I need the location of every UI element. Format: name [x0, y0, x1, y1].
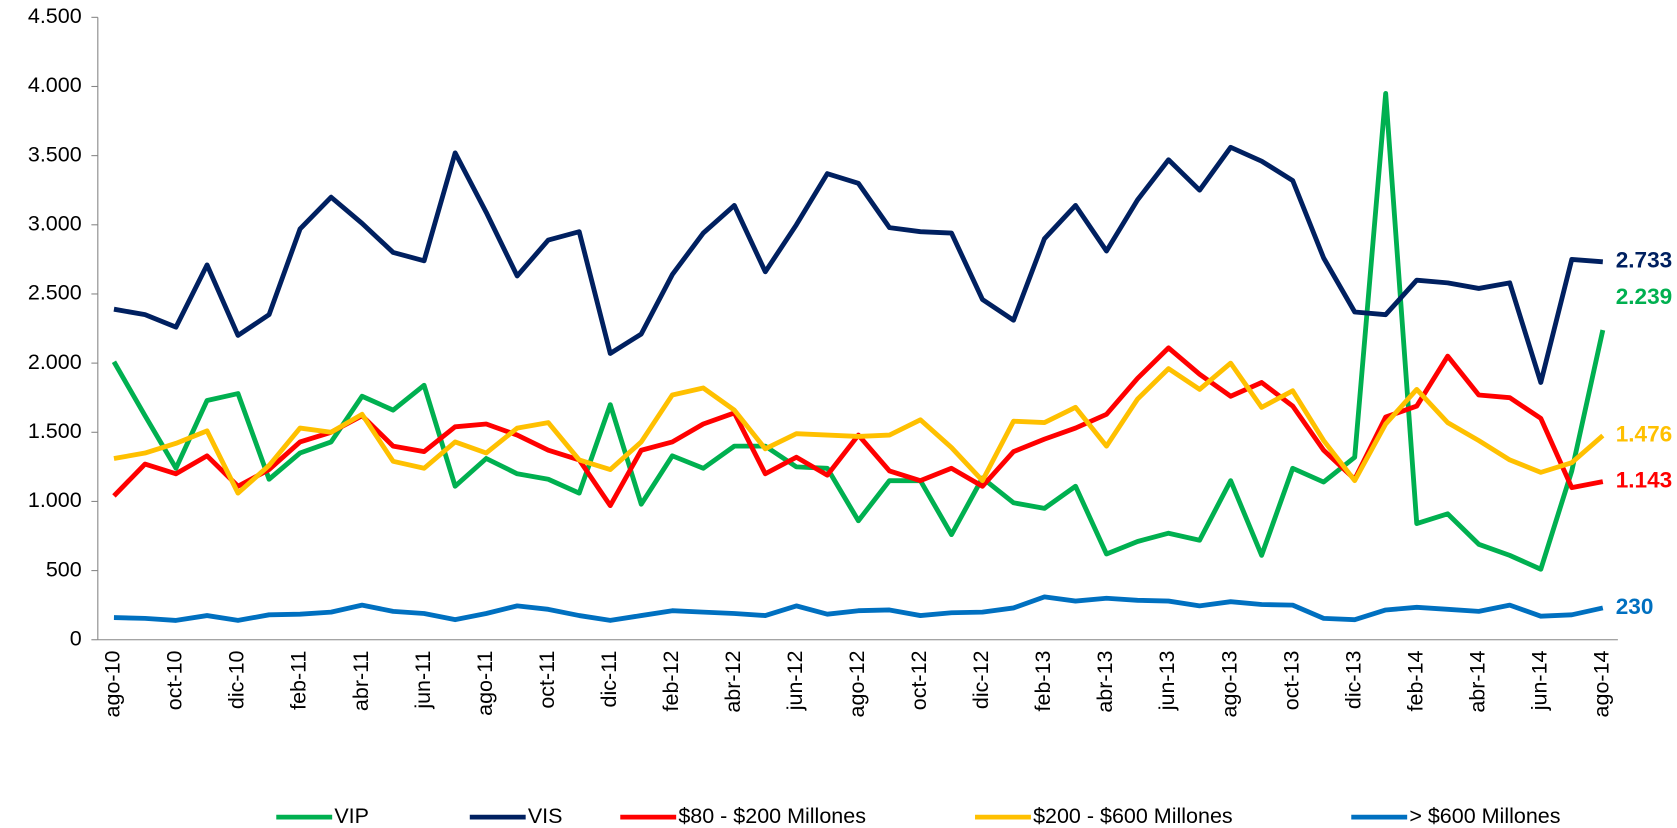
y-tick-label: 4.500	[28, 4, 82, 28]
x-tick-label: feb-13	[1031, 650, 1055, 711]
x-tick-label: oct-12	[907, 651, 931, 711]
legend-label: VIP	[334, 804, 369, 828]
x-tick-label: abr-14	[1465, 650, 1489, 712]
x-tick-label: abr-11	[349, 651, 373, 712]
y-tick-label: 2.500	[28, 281, 82, 305]
x-tick-label: dic-11	[597, 651, 621, 708]
legend-label: $200 - $600 Millones	[1033, 804, 1233, 828]
end-label: 1.476	[1616, 422, 1672, 447]
x-tick-label: dic-10	[225, 650, 249, 709]
series-line	[111, 91, 1606, 572]
y-tick-label: 4.000	[28, 73, 82, 97]
x-tick-label: dic-12	[969, 651, 993, 710]
x-tick-label: ago-14	[1589, 650, 1613, 717]
x-tick-label: ago-11	[473, 651, 497, 716]
x-tick-label: oct-10	[163, 650, 187, 710]
y-tick-label: 500	[46, 557, 82, 581]
x-tick-label: ago-10	[101, 650, 125, 717]
x-tick-label: feb-14	[1403, 650, 1427, 711]
end-label: 2.239	[1616, 284, 1672, 309]
x-tick-label: ago-12	[845, 651, 869, 718]
y-tick-label: 1.000	[28, 488, 82, 512]
x-tick-label: oct-13	[1279, 650, 1303, 710]
x-tick-label: ago-13	[1217, 650, 1241, 717]
x-tick-label: jun-14	[1527, 650, 1551, 711]
y-tick-label: 2.000	[28, 350, 82, 374]
x-tick-label: abr-13	[1093, 650, 1117, 712]
legend-label: $80 - $200 Millones	[678, 804, 866, 828]
x-tick-label: feb-11	[287, 651, 311, 710]
y-tick-label: 0	[70, 626, 82, 650]
series-line	[113, 594, 1604, 623]
y-tick-label: 3.500	[28, 142, 82, 166]
y-tick-label: 1.500	[28, 419, 82, 443]
legend-label: VIS	[528, 804, 563, 828]
y-tick-label: 3.000	[28, 211, 82, 235]
end-label: 230	[1616, 594, 1654, 619]
x-tick-label: oct-11	[535, 651, 559, 709]
x-tick-label: jun-12	[783, 651, 807, 712]
x-tick-label: dic-13	[1341, 650, 1365, 709]
x-tick-label: feb-12	[659, 651, 683, 712]
series-line	[113, 144, 1604, 385]
series-line	[113, 360, 1605, 496]
x-tick-label: jun-13	[1155, 650, 1179, 711]
x-tick-label: jun-11	[411, 651, 435, 710]
legend-label: > $600 Millones	[1409, 804, 1560, 828]
x-tick-label: abr-12	[721, 651, 745, 713]
end-label: 2.733	[1616, 248, 1672, 273]
end-label: 1.143	[1616, 468, 1672, 493]
